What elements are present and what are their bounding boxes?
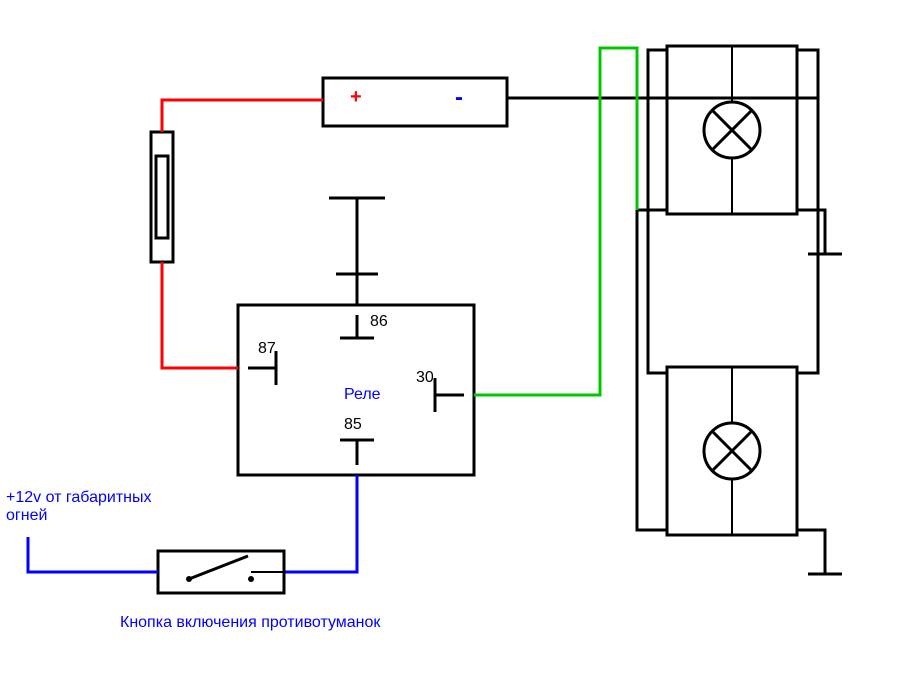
switch-label: Кнопка включения противотуманок <box>120 614 380 632</box>
relay-terminal-86: 86 <box>370 313 388 331</box>
relay-terminal-30: 30 <box>416 369 434 387</box>
relay-label: Реле <box>344 386 381 404</box>
battery-plus-label: + <box>350 86 362 109</box>
relay-terminal-85: 85 <box>344 416 362 434</box>
relay-terminal-87: 87 <box>258 340 276 358</box>
power-label-line2: огней <box>6 507 151 525</box>
battery-minus-label: - <box>455 84 463 112</box>
power-label-line1: +12v от габаритных <box>6 489 151 507</box>
